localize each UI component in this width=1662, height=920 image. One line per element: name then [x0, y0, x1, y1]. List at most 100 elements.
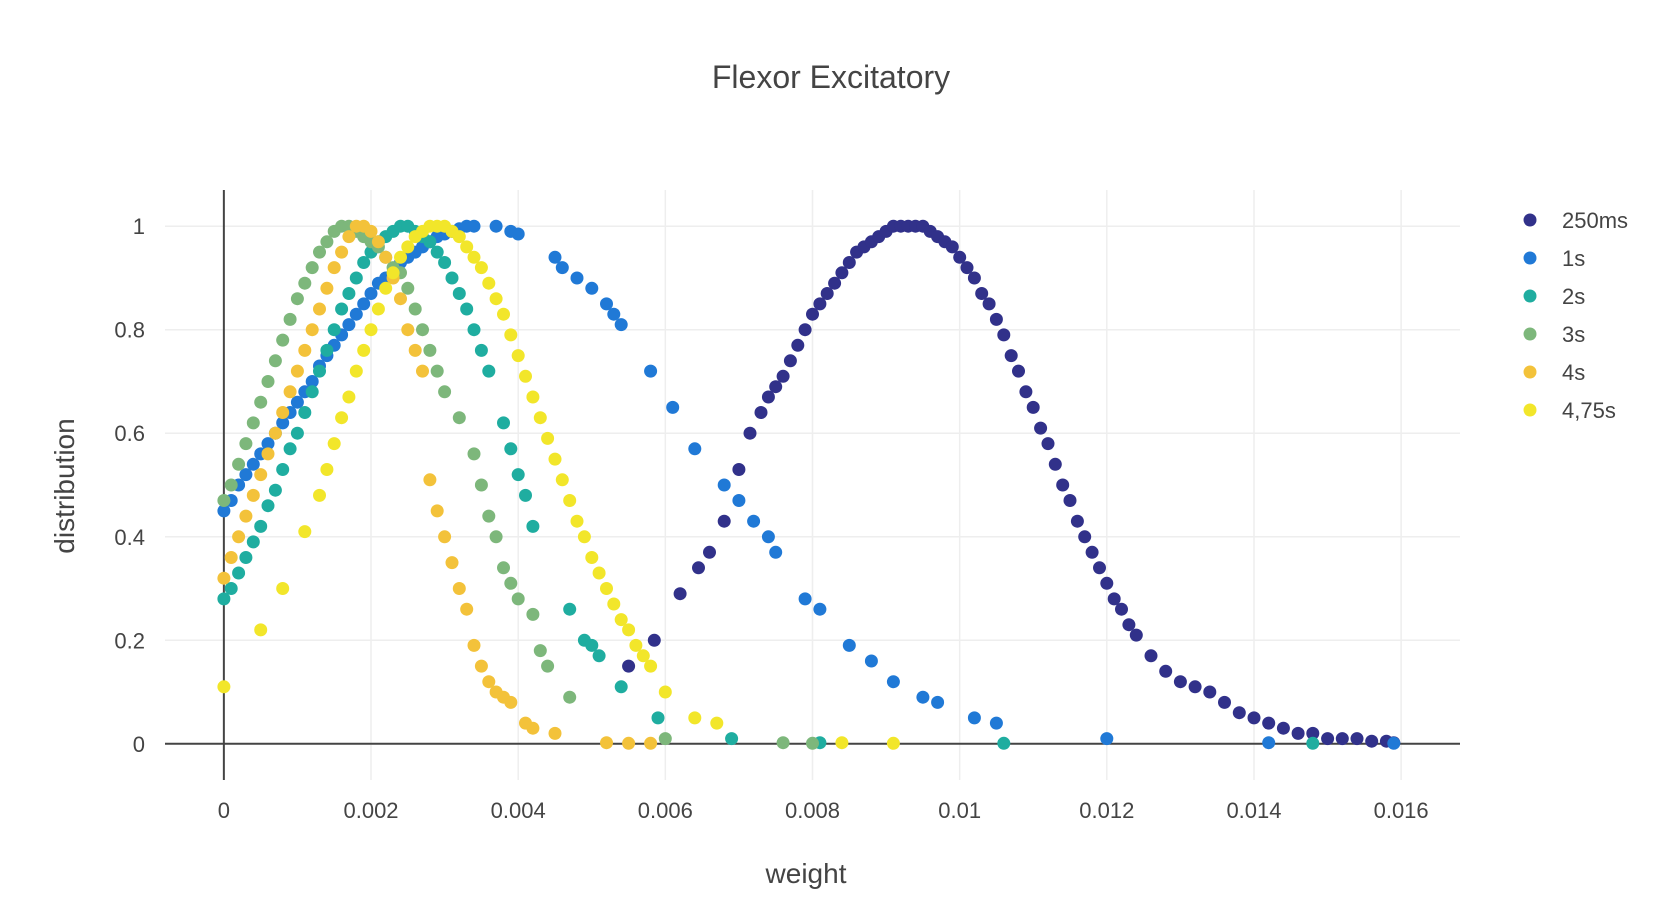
- data-point: [960, 261, 974, 275]
- data-point: [791, 338, 805, 352]
- data-point: [931, 695, 945, 709]
- data-point: [886, 736, 900, 750]
- data-point: [232, 457, 246, 471]
- series-4: [217, 219, 658, 750]
- data-point: [246, 416, 260, 430]
- data-point: [1306, 736, 1320, 750]
- data-point: [585, 638, 599, 652]
- legend-label: 4,75s: [1562, 398, 1616, 423]
- data-point: [658, 685, 672, 699]
- data-point: [967, 711, 981, 725]
- data-point: [769, 380, 783, 394]
- data-point: [754, 406, 768, 419]
- data-point: [563, 494, 577, 507]
- data-point: [1159, 664, 1173, 678]
- data-point: [600, 582, 613, 595]
- legend-item[interactable]: 4s: [1523, 360, 1586, 385]
- data-point: [261, 447, 275, 461]
- data-point: [445, 271, 459, 285]
- data-point: [482, 276, 496, 290]
- data-point: [357, 343, 371, 357]
- data-point: [1078, 530, 1092, 544]
- data-point: [820, 287, 834, 300]
- data-point: [967, 271, 981, 285]
- legend-item[interactable]: 4,75s: [1523, 398, 1616, 423]
- data-point: [217, 592, 231, 606]
- series-5: [217, 219, 900, 750]
- data-point: [371, 302, 385, 316]
- x-tick-label: 0.016: [1374, 798, 1429, 823]
- data-point: [1262, 736, 1276, 750]
- data-point: [504, 442, 518, 456]
- data-point: [298, 406, 312, 419]
- y-axis-title: distribution: [49, 418, 80, 553]
- data-point: [1100, 732, 1114, 746]
- data-point: [1063, 494, 1077, 507]
- data-point: [647, 633, 661, 647]
- data-point: [497, 561, 510, 575]
- data-point: [467, 447, 481, 461]
- data-point: [246, 488, 260, 502]
- x-tick-label: 0.004: [491, 798, 546, 823]
- data-point: [622, 736, 636, 750]
- data-point: [776, 369, 790, 383]
- data-point: [577, 530, 591, 544]
- data-point: [268, 426, 282, 440]
- data-point: [1085, 545, 1099, 559]
- data-point: [423, 235, 437, 249]
- legend-label: 1s: [1562, 246, 1585, 271]
- data-point: [379, 250, 393, 264]
- data-point: [261, 499, 275, 513]
- data-point: [997, 328, 1011, 342]
- y-tick-label: 1: [133, 214, 145, 239]
- data-point: [1365, 734, 1379, 748]
- data-point: [526, 721, 540, 735]
- legend-label: 3s: [1562, 322, 1585, 347]
- data-point: [224, 582, 238, 595]
- data-point: [658, 732, 672, 746]
- data-point: [1034, 421, 1048, 435]
- data-point: [725, 732, 739, 746]
- data-point: [997, 736, 1011, 750]
- data-point: [239, 551, 253, 564]
- data-point: [511, 468, 525, 482]
- data-point: [886, 675, 900, 689]
- data-point: [416, 323, 429, 337]
- data-point: [298, 276, 312, 290]
- legend-label: 250ms: [1562, 208, 1628, 233]
- legend-item[interactable]: 3s: [1523, 322, 1586, 347]
- data-point: [276, 463, 290, 476]
- data-point: [423, 343, 437, 357]
- data-point: [622, 659, 636, 673]
- x-tick-label: 0.012: [1079, 798, 1134, 823]
- data-point: [644, 736, 658, 750]
- x-axis-ticks: 0 0.002 0.004 0.006 0.008 0.01 0.012 0.014 0.016: [218, 798, 1429, 823]
- data-point: [600, 297, 613, 311]
- data-point: [798, 592, 812, 606]
- data-point: [842, 638, 856, 652]
- x-tick-label: 0.01: [938, 798, 981, 823]
- data-point: [305, 385, 319, 399]
- data-point: [438, 385, 452, 399]
- data-point: [1115, 602, 1128, 616]
- data-point: [989, 716, 1003, 730]
- data-point: [1019, 385, 1033, 399]
- data-point: [526, 519, 540, 533]
- data-point: [305, 375, 319, 388]
- data-point: [555, 261, 569, 275]
- y-tick-label: 0: [133, 732, 145, 757]
- data-point: [467, 323, 481, 337]
- data-point: [261, 437, 275, 451]
- data-point: [842, 256, 856, 269]
- legend-item[interactable]: 2s: [1523, 284, 1586, 309]
- data-point: [217, 504, 231, 518]
- data-point: [732, 494, 746, 507]
- legend-item[interactable]: 1s: [1523, 246, 1586, 271]
- x-tick-label: 0.002: [343, 798, 398, 823]
- data-point: [526, 607, 540, 621]
- data-point: [254, 623, 268, 637]
- data-point: [629, 638, 643, 652]
- data-point: [592, 649, 606, 663]
- legend-item[interactable]: 250ms: [1523, 208, 1629, 233]
- data-point: [327, 261, 341, 275]
